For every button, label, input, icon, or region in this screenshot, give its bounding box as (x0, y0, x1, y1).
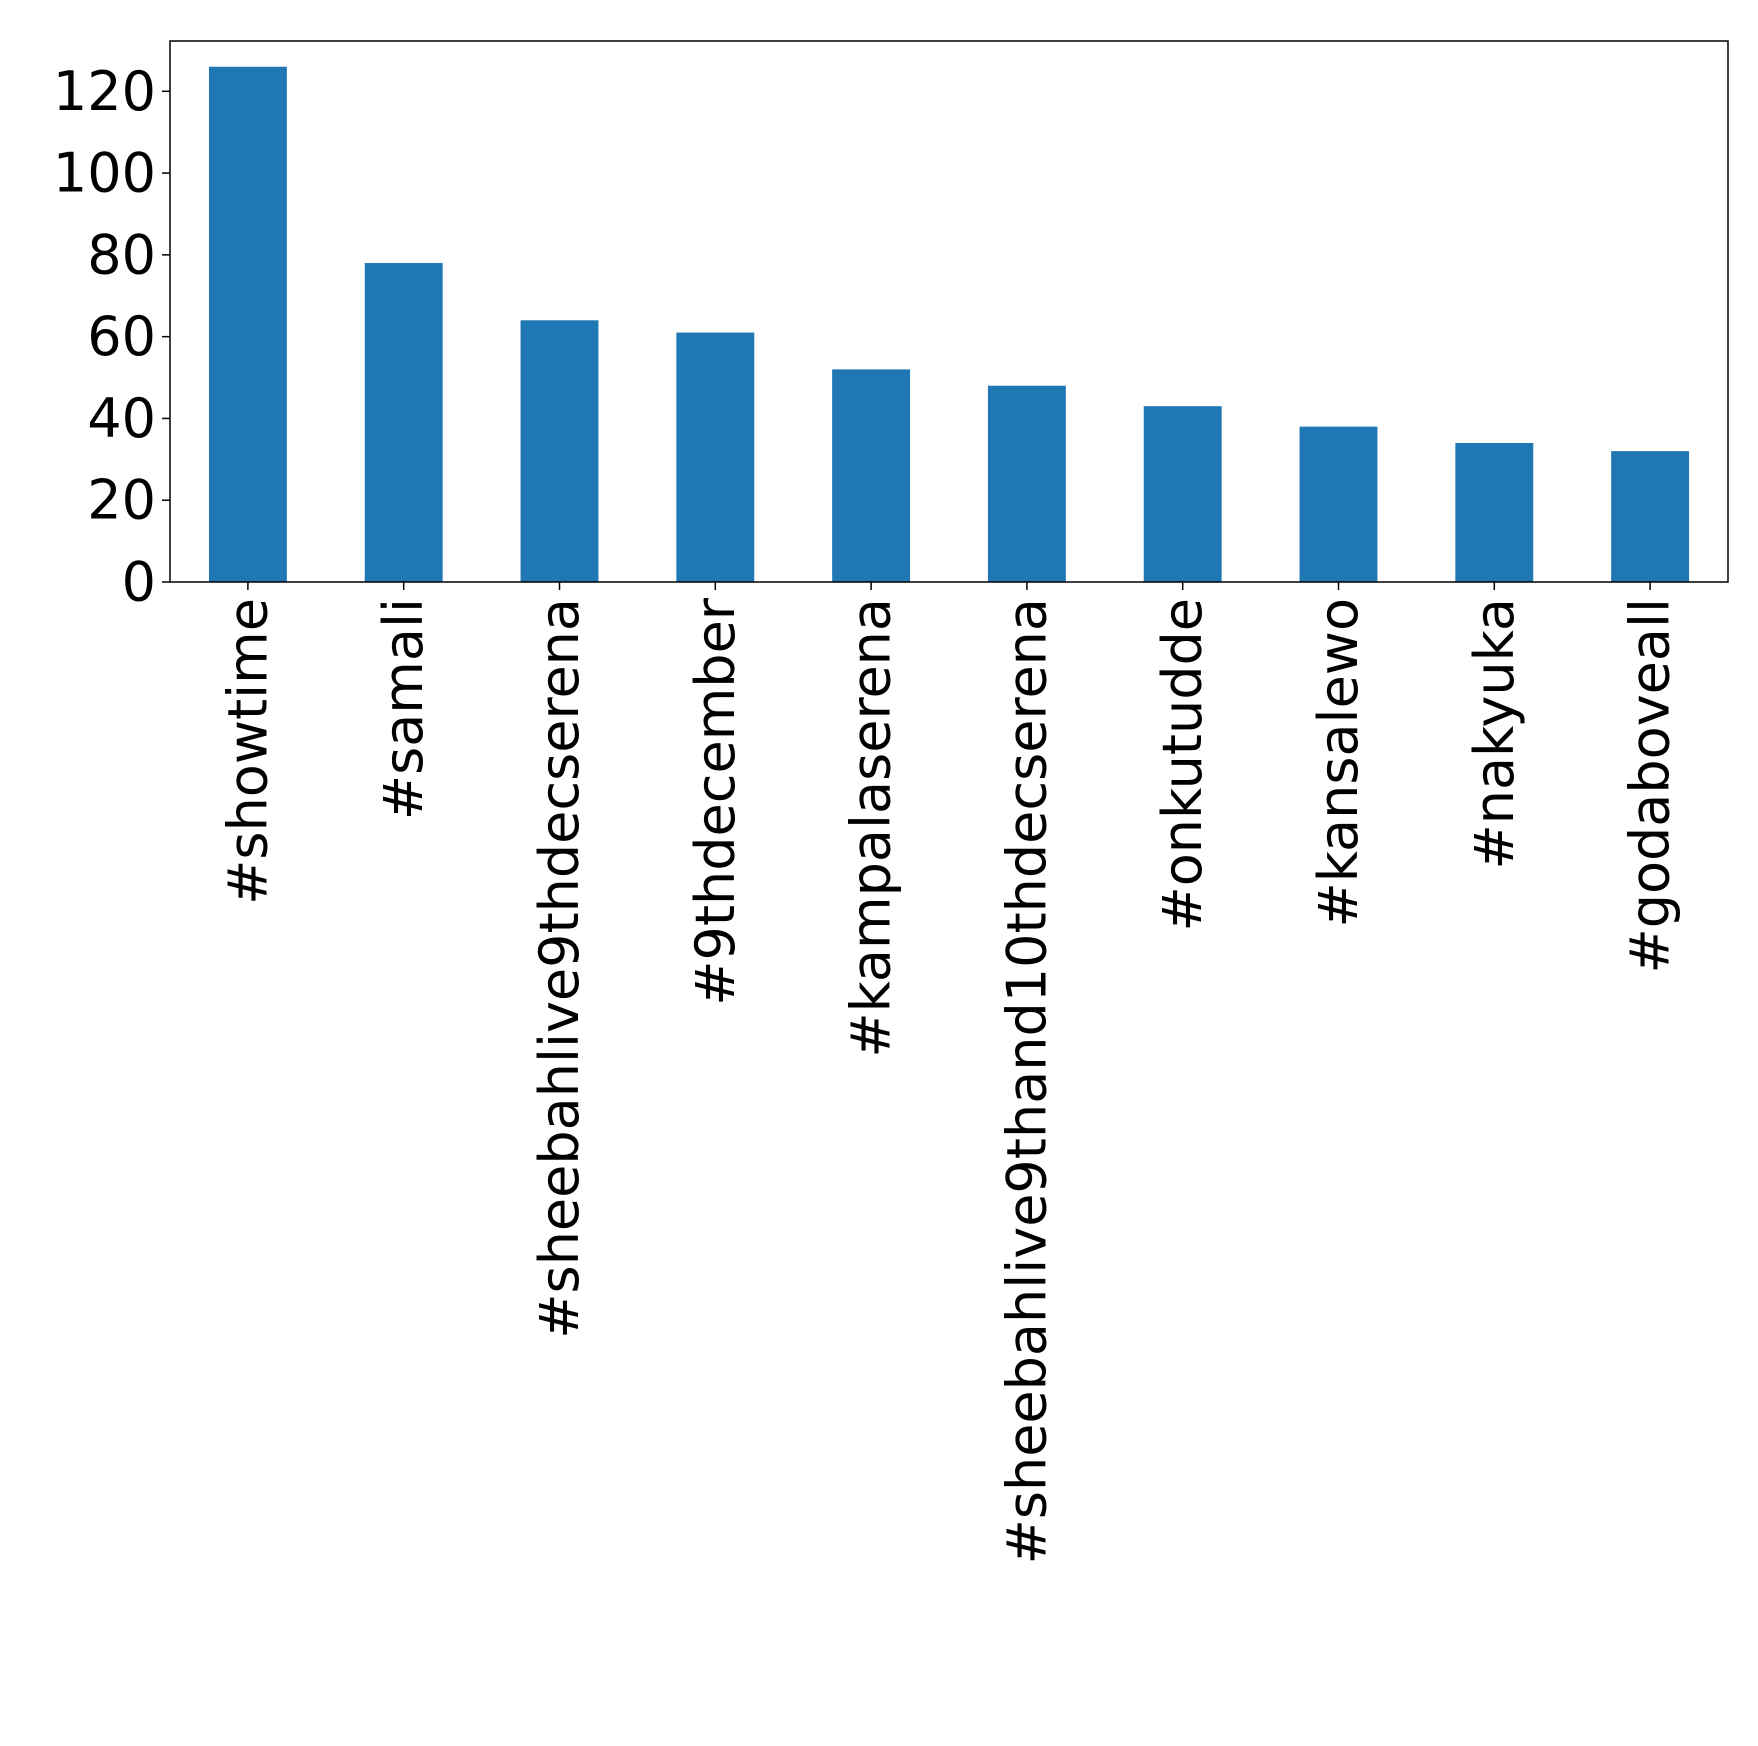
bar (520, 320, 599, 582)
y-tick-label: 40 (87, 387, 156, 450)
bar (1611, 451, 1690, 582)
y-tick-label: 100 (53, 142, 156, 205)
y-tick-label: 0 (122, 551, 156, 614)
bar (1299, 426, 1378, 582)
x-tick-label: #nakyuka (1463, 598, 1526, 870)
x-tick-label: #showtime (216, 598, 279, 905)
y-tick-label: 120 (53, 60, 156, 123)
bar (1143, 406, 1222, 582)
x-tick-label: #sheebahlive9thdecserena (528, 598, 591, 1339)
bar (208, 66, 287, 582)
plot-frame (169, 40, 1729, 583)
bar (364, 263, 443, 582)
x-tick-label: #kansalewo (1307, 598, 1370, 928)
y-tick-label: 20 (87, 469, 156, 532)
x-tick-label: #sheebahlive9thand10thdecserena (995, 598, 1058, 1564)
y-tick-label: 60 (87, 305, 156, 368)
x-tick-label: #onkutudde (1151, 598, 1214, 932)
bar (1455, 442, 1534, 582)
bar (987, 385, 1066, 582)
bar (832, 369, 911, 582)
x-tick-label: #samali (372, 598, 435, 820)
bar (676, 332, 755, 582)
y-tick-label: 80 (87, 223, 156, 286)
x-tick-label: #9thdecember (684, 597, 747, 1006)
x-tick-label: #kampalaserena (840, 598, 903, 1058)
x-tick-label: #godaboveall (1619, 598, 1682, 974)
